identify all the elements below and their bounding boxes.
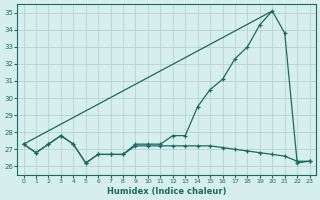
X-axis label: Humidex (Indice chaleur): Humidex (Indice chaleur) [107,187,226,196]
